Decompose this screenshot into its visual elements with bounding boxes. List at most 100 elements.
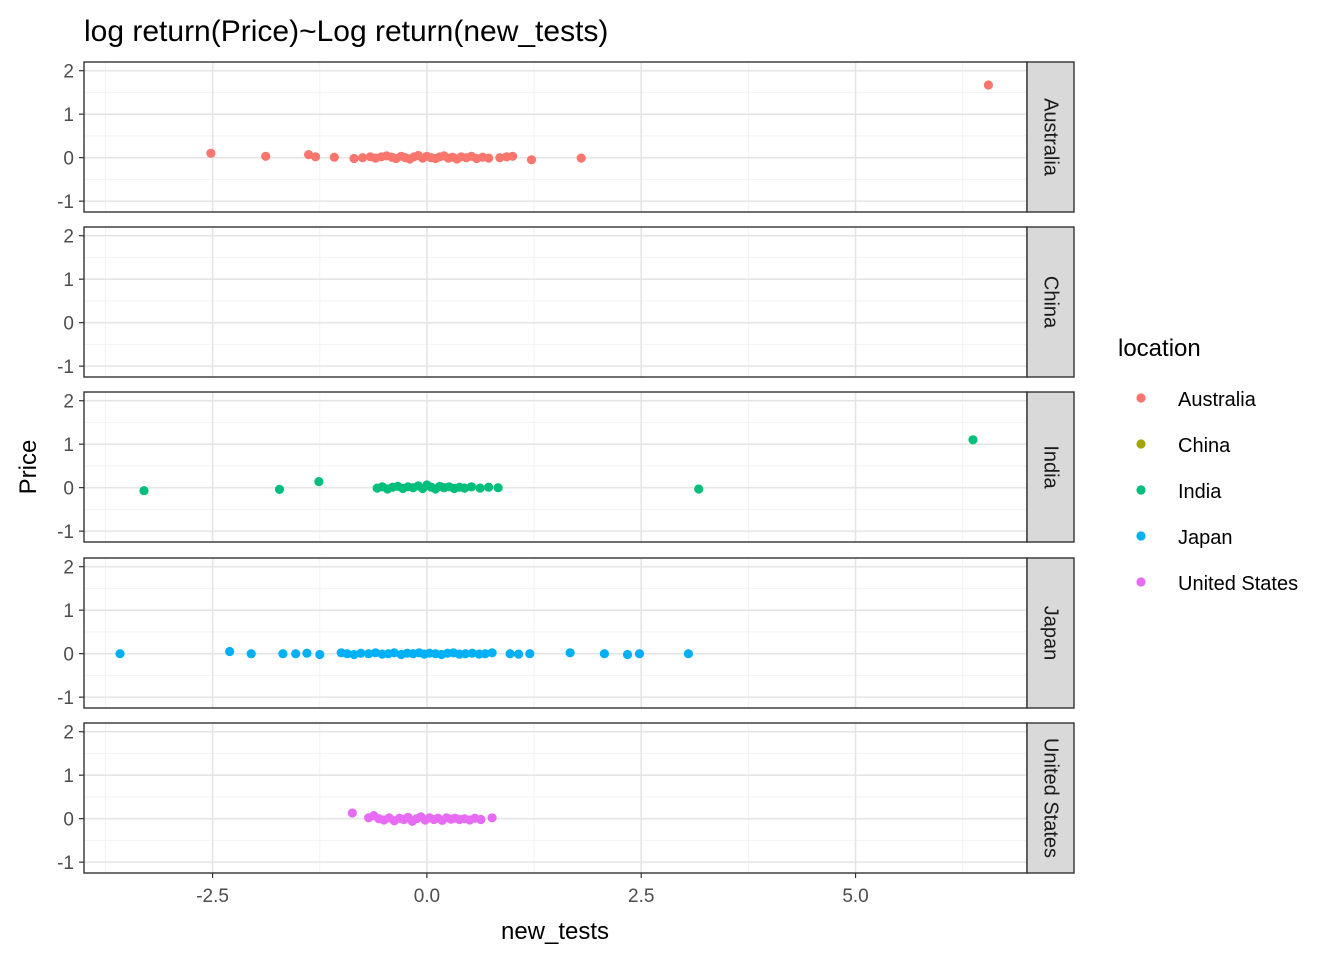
point-japan [291,649,301,659]
panel-china: -1 0 1 2 China [57,226,1075,378]
strip-label: China [1040,276,1062,329]
point-india [314,477,324,487]
point-india [484,482,494,492]
strip-label: India [1040,445,1062,489]
legend-title: location [1118,335,1201,362]
point-japan [302,648,312,658]
point-united-states [347,808,357,818]
point-australia [310,152,321,162]
legend-item-china: China [1136,435,1231,457]
point-australia [484,153,494,163]
y-tick-label: 2 [63,723,74,744]
point-japan [370,648,381,658]
point-india [466,482,477,492]
point-japan [246,649,256,659]
y-tick-label: 0 [63,810,74,831]
legend-item-japan: Japan [1136,527,1233,549]
point-australia [526,155,537,165]
point-japan [278,649,288,659]
y-tick-label: -1 [57,853,74,874]
point-australia [329,152,339,162]
legend-item-india: India [1136,481,1222,503]
point-australia [358,153,368,163]
point-india [139,486,149,496]
point-japan [342,649,352,659]
legend: location Australia China India Japan United … [1118,335,1298,595]
legend-item-united-states: United States [1136,573,1298,595]
point-australia [304,150,314,160]
y-tick-label: 2 [63,392,74,413]
point-australia [261,151,271,161]
point-japan [460,649,471,659]
y-tick-label: 0 [63,314,74,335]
point-japan [683,649,694,659]
point-japan [622,649,633,660]
panel-japan: -1 0 1 2 Japan [57,557,1075,709]
strip-label: Australia [1040,98,1062,177]
x-tick-label: 2.5 [628,886,654,907]
legend-key [1136,577,1146,587]
point-india [475,483,485,493]
y-tick-label: 0 [63,479,74,500]
x-tick-label: 0.0 [414,886,440,907]
point-india [274,484,285,494]
legend-key [1136,393,1146,403]
strip-label: Japan [1040,606,1062,661]
strip-united-states [1026,722,1075,874]
point-japan [315,649,325,660]
point-australia [507,151,518,161]
y-tick-label: 2 [63,227,74,248]
y-tick-label: 1 [63,105,74,126]
point-japan [525,649,535,659]
point-japan [505,649,515,659]
y-tick-label: 2 [63,558,74,579]
legend-label: Australia [1178,389,1257,411]
chart-title: log return(Price)~Log return(new_tests) [84,15,608,48]
point-japan [467,648,477,658]
point-india [493,483,503,493]
x-tick-label: 5.0 [842,886,868,907]
point-japan [565,648,575,658]
point-japan [487,648,497,658]
strip-australia [1026,61,1075,213]
y-tick-label: -1 [57,192,74,213]
point-japan [389,648,399,658]
point-japan [599,649,610,659]
legend-label: United States [1178,573,1298,595]
point-india [460,483,470,493]
y-tick-label: -1 [57,688,74,709]
point-japan [356,648,366,658]
y-tick-label: 0 [63,645,74,666]
point-united-states [476,814,486,825]
legend-key [1136,485,1146,495]
panel-united-states: -1 0 1 2 United States [57,722,1075,874]
strip-label: United States [1040,738,1062,858]
panel-australia: -1 0 1 2 Australia [57,61,1075,213]
point-australia [206,148,216,158]
point-australia [349,153,359,164]
legend-label: India [1178,481,1222,503]
legend-key [1136,439,1146,449]
y-tick-label: 1 [63,601,74,622]
y-tick-label: 2 [63,62,74,83]
point-india [968,435,978,445]
x-tick-label: -2.5 [196,886,229,907]
x-axis: -2.5 0.0 2.5 5.0 [196,873,869,907]
point-japan [514,649,524,659]
strip-china [1026,226,1075,378]
panel-india: -1 0 1 2 India [57,391,1075,543]
legend-item-australia: Australia [1136,389,1257,411]
point-japan [634,649,645,659]
point-japan [364,649,374,659]
point-japan [115,649,125,659]
strip-india [1026,391,1075,543]
point-japan [225,646,235,657]
point-india [694,484,704,494]
strip-japan [1026,557,1075,709]
y-tick-label: -1 [57,522,74,543]
legend-key [1136,531,1146,541]
point-japan [349,649,359,660]
legend-label: China [1178,435,1231,457]
point-united-states [487,813,497,823]
point-australia [495,153,505,163]
